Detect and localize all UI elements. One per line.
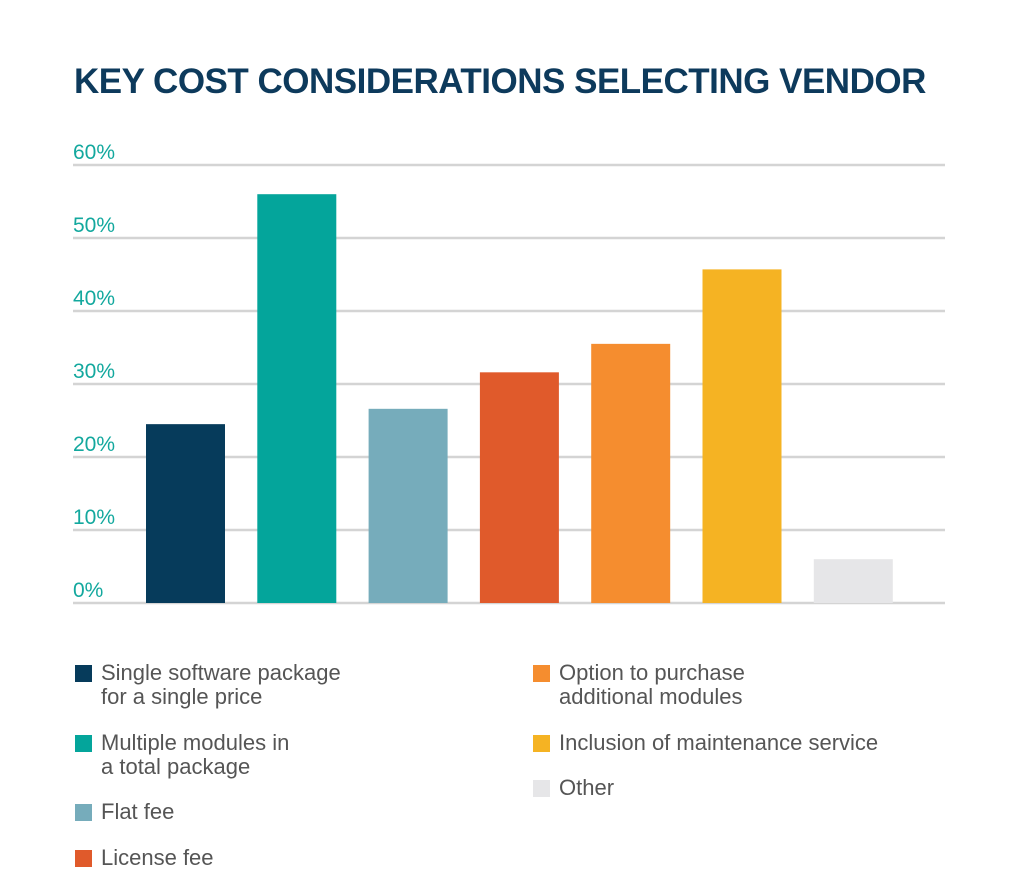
legend-label: Other [559, 775, 615, 800]
legend-swatch [75, 804, 92, 821]
bar [257, 194, 337, 603]
legend-label: License fee [101, 845, 214, 870]
y-tick-label: 40% [73, 287, 115, 310]
legend-label: Inclusion of maintenance service [559, 730, 879, 755]
bar-chart-plot: 0% 10% 20% 30% 40% 50% 60% [73, 141, 945, 605]
y-tick-label: 30% [73, 360, 115, 383]
y-tick-label: 20% [73, 433, 115, 456]
y-tick-label: 10% [73, 506, 115, 529]
legend-label: Multiple modules in a total package [101, 730, 290, 779]
chart-title: KEY COST CONSIDERATIONS SELECTING VENDOR [74, 62, 926, 101]
bar [368, 408, 448, 603]
bar [591, 343, 671, 603]
legend-item: Multiple modules in a total package [75, 731, 289, 779]
legend-item: Other [533, 776, 614, 800]
y-tick-label: 60% [73, 141, 115, 164]
y-tick-label: 50% [73, 214, 115, 237]
legend-label: Option to purchase additional modules [559, 660, 745, 709]
legend-swatch [75, 735, 92, 752]
legend-swatch [75, 665, 92, 682]
legend-swatch [533, 735, 550, 752]
bar [813, 559, 893, 603]
legend-item: Flat fee [75, 800, 174, 824]
legend-label: Flat fee [101, 799, 175, 824]
legend-swatch [75, 850, 92, 867]
legend-item: License fee [75, 846, 214, 870]
legend-item: Option to purchase additional modules [533, 661, 745, 709]
legend-swatch [533, 665, 550, 682]
legend-item: Inclusion of maintenance service [533, 731, 878, 755]
y-tick-label: 0% [73, 579, 103, 602]
bar [479, 372, 559, 603]
legend-label: Single software package for a single pri… [101, 660, 341, 709]
bar [702, 269, 782, 603]
legend-item: Single software package for a single pri… [75, 661, 341, 709]
legend-swatch [533, 780, 550, 797]
bar [146, 424, 225, 603]
